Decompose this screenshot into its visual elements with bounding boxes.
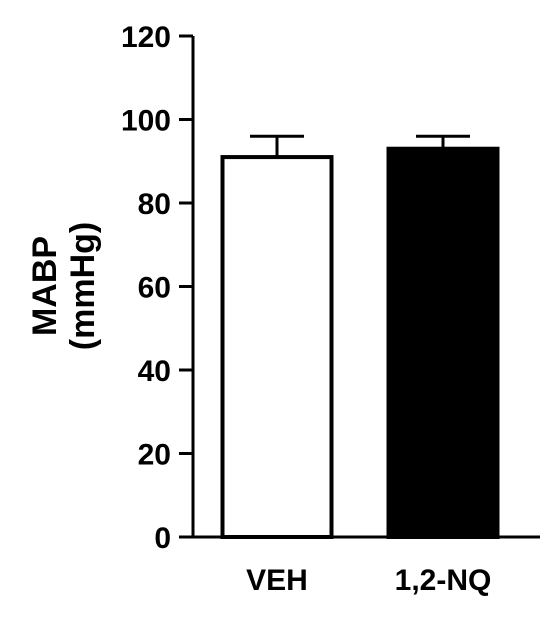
y-tick-label: 60 <box>138 272 171 305</box>
y-tick-label: 0 <box>154 522 171 555</box>
y-tick-label: 120 <box>121 21 171 54</box>
y-tick-label: 80 <box>138 188 171 221</box>
y-tick-label: 40 <box>138 355 171 388</box>
bars <box>220 146 500 539</box>
y-axis-title-line2: (mmHg) <box>64 222 102 350</box>
bar-nq <box>386 146 500 539</box>
x-category-label: VEH <box>246 564 308 597</box>
y-axis-title: MABP (mmHg) <box>26 222 102 350</box>
error-bars <box>250 134 470 158</box>
x-category-label: 1,2-NQ <box>395 564 492 597</box>
y-axis-title-line1: MABP <box>26 236 64 336</box>
y-axis-ticks: 0 20 40 60 80 100 120 <box>121 21 193 555</box>
bar-veh <box>220 155 334 539</box>
x-axis-labels: VEH 1,2-NQ <box>246 564 491 597</box>
y-tick-label: 20 <box>138 439 171 472</box>
y-tick-label: 100 <box>121 105 171 138</box>
